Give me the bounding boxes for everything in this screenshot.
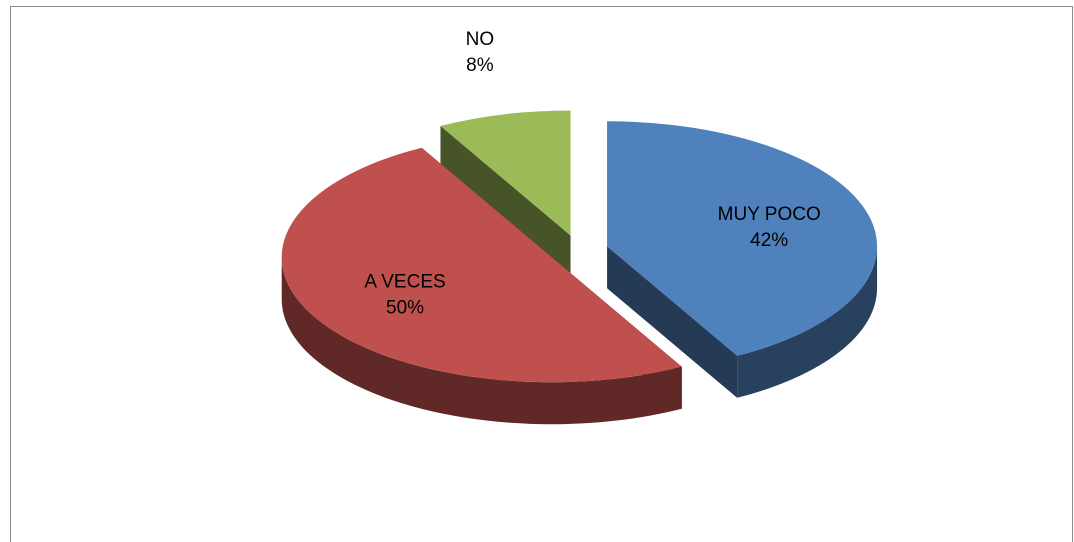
slice-side [737, 246, 878, 398]
slice-side [281, 257, 682, 425]
slice-value-label: 50% [386, 298, 424, 319]
slice-top [281, 147, 682, 383]
slice-face [607, 246, 738, 398]
slice-top [440, 110, 571, 236]
slice [440, 110, 571, 278]
slice-face [440, 125, 571, 278]
slice-top [607, 121, 878, 356]
slice-value-label: 8% [466, 55, 494, 76]
slice-value-label: 42% [750, 230, 788, 251]
slice-category-label: NO [466, 29, 495, 50]
slice [607, 121, 878, 398]
slice-category-label: A VECES [364, 272, 445, 293]
slice [281, 147, 682, 425]
slice-category-label: MUY POCO [718, 204, 821, 225]
